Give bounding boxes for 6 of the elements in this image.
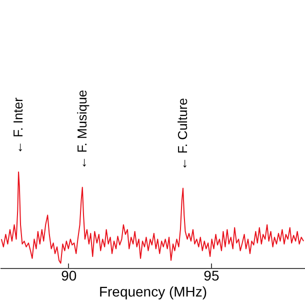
annotation: ← F. Musique [74,90,90,170]
x-axis-title: Frequency (MHz) [98,284,208,300]
annotation: ← F. Culture [175,98,190,170]
x-tick-label: 95 [204,268,220,284]
x-tick-label: 90 [61,268,77,284]
annotation: ← F. Inter [10,96,26,154]
